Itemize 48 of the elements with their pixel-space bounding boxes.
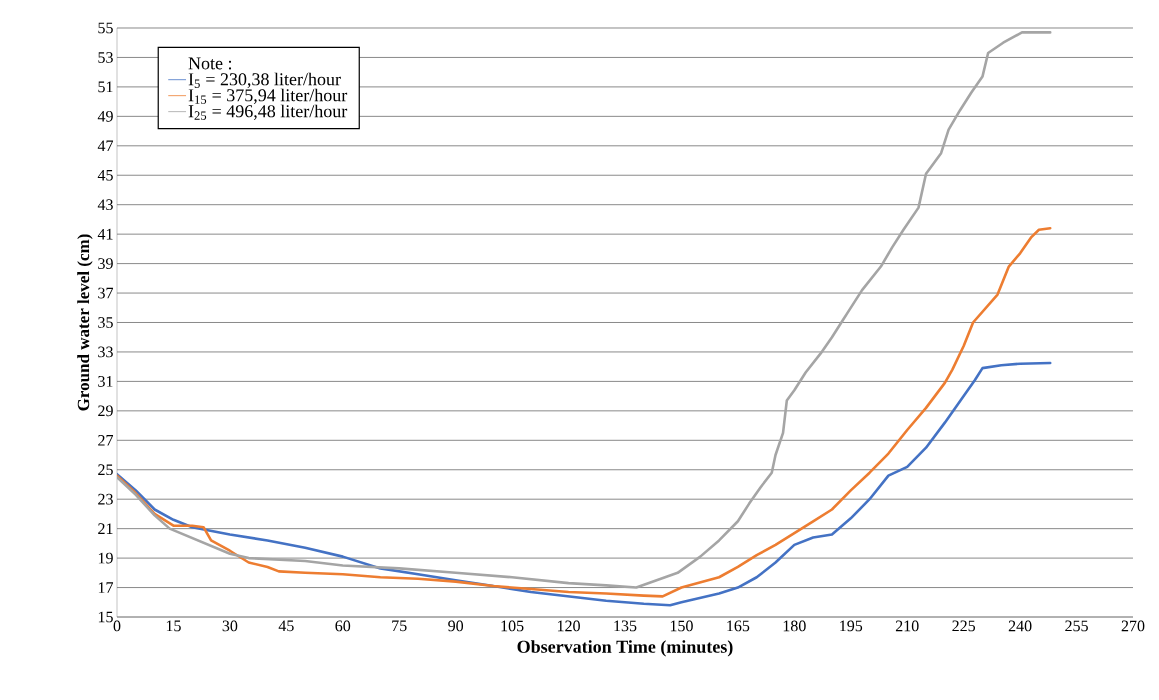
x-tick-label: 120	[557, 620, 580, 632]
y-tick-label: 45	[97, 169, 113, 181]
x-axis-title: Observation Time (minutes)	[517, 640, 733, 657]
x-tick-label: 15	[166, 620, 181, 632]
y-tick-label: 31	[98, 376, 113, 387]
x-tick-label: 0	[113, 620, 121, 632]
x-tick-label: 45	[278, 620, 294, 632]
x-tick-label: 255	[1065, 620, 1088, 632]
y-tick-label: 51	[98, 81, 113, 93]
x-tick-label: 105	[501, 620, 524, 632]
x-tick-label: 150	[670, 620, 693, 632]
y-tick-label: 23	[98, 493, 113, 505]
x-tick-label: 225	[952, 620, 976, 632]
y-tick-label: 37	[98, 287, 114, 299]
y-tick-label: 27	[98, 435, 114, 446]
y-tick-label: 17	[98, 582, 114, 593]
y-tick-label: 29	[98, 405, 113, 417]
legend-label: I$_{25}$ = 496,48 liter/hour	[188, 104, 348, 120]
line-series	[117, 226, 1052, 598]
y-tick-label: 21	[98, 523, 113, 534]
legend-title: Note :	[188, 57, 232, 70]
y-tick-label: 25	[98, 464, 113, 476]
y-tick-label: 39	[98, 258, 113, 269]
x-tick-label: 210	[895, 620, 919, 632]
x-tick-label: 135	[614, 620, 637, 632]
x-tick-label: 240	[1008, 620, 1032, 632]
y-tick-label: 33	[98, 346, 113, 358]
x-tick-label: 180	[783, 620, 806, 632]
y-tick-label: 53	[98, 52, 113, 63]
line-series	[117, 31, 1052, 589]
y-tick-label: 35	[98, 317, 113, 328]
x-tick-label: 195	[840, 620, 863, 632]
x-tick-label: 90	[448, 620, 464, 632]
y-tick-label: 47	[97, 140, 114, 152]
x-tick-label: 270	[1121, 620, 1145, 632]
x-tick-label: 75	[392, 620, 407, 632]
y-tick-label: 49	[97, 110, 113, 122]
y-tick-label: 19	[98, 552, 113, 564]
x-tick-label: 165	[727, 620, 750, 632]
y-axis-title: Ground water level (cm)	[77, 234, 93, 411]
x-tick-label: 30	[222, 620, 238, 632]
x-tick-label: 60	[335, 620, 351, 632]
y-tick-label: 41	[97, 228, 113, 240]
y-tick-label: 43	[97, 199, 113, 211]
legend-label: I$_{5}$ = 230,38 liter/hour	[188, 72, 341, 88]
y-tick-label: 15	[98, 611, 113, 623]
legend-label: I$_{15}$ = 375,94 liter/hour	[188, 88, 348, 104]
y-tick-label: 55	[98, 22, 113, 34]
